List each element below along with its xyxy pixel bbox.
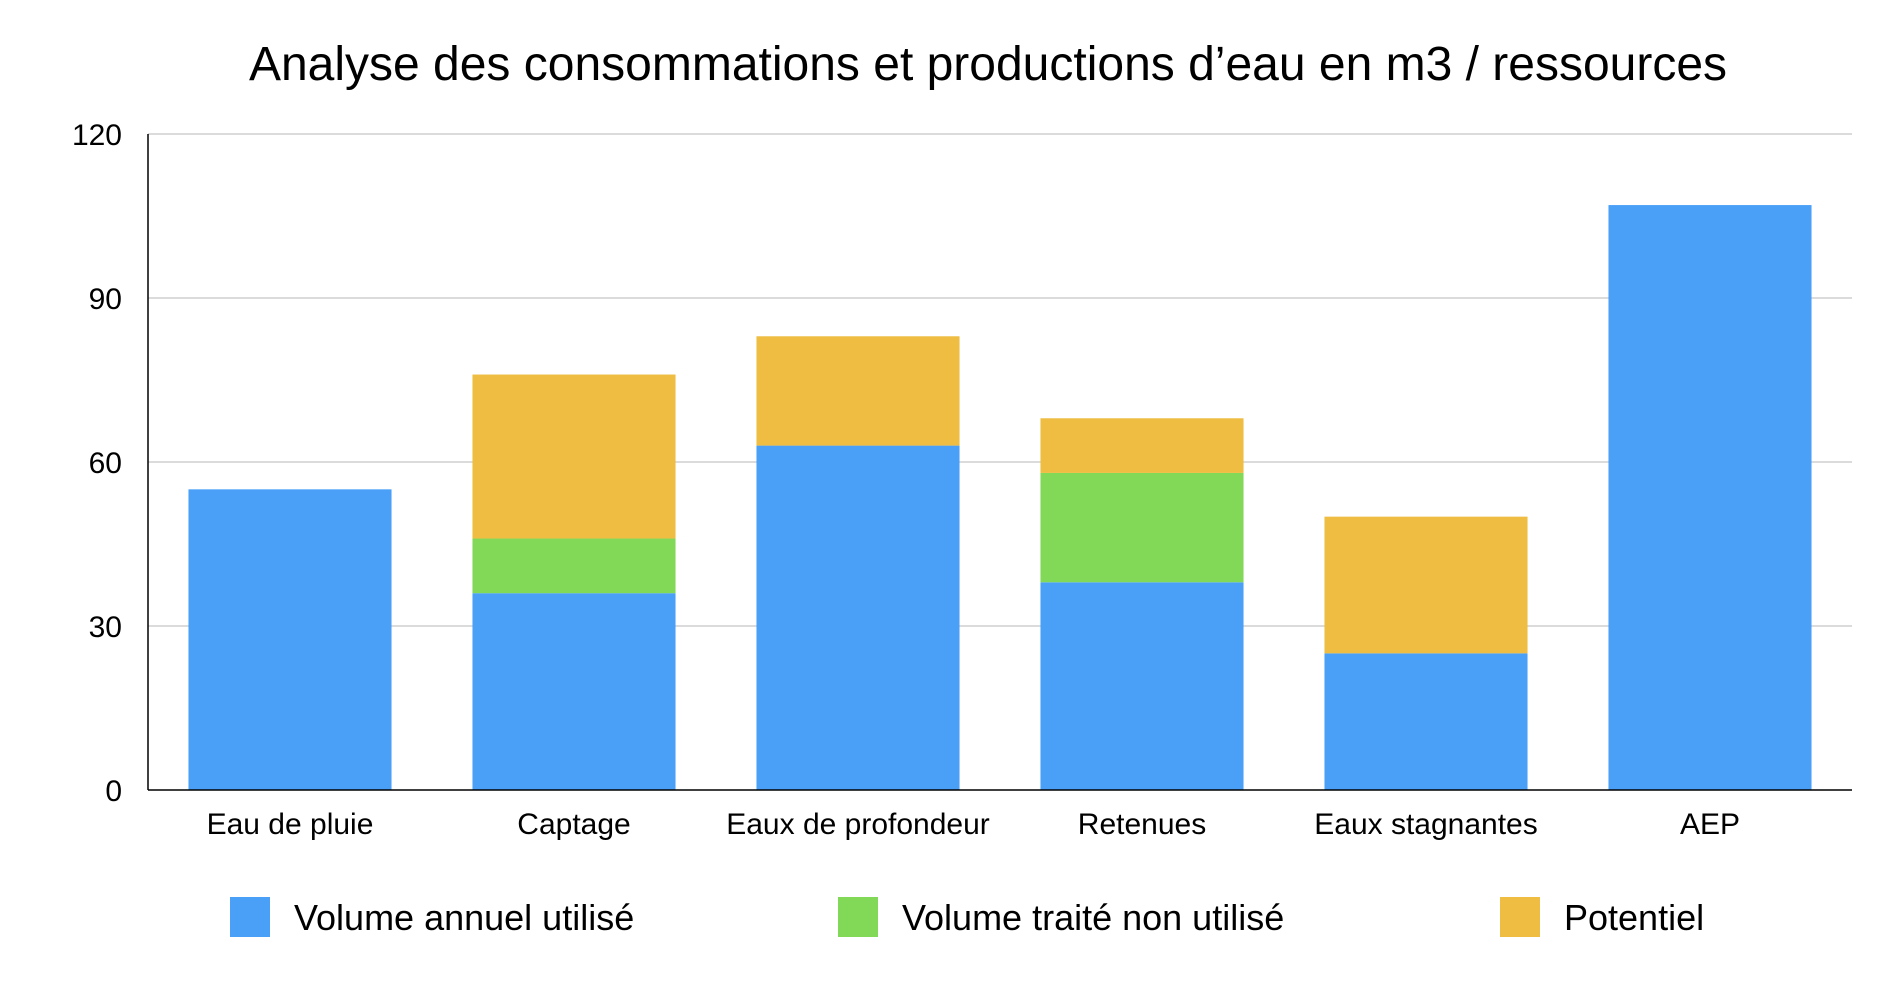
y-tick-label: 0 (105, 775, 122, 808)
bar-segment (472, 593, 676, 790)
x-axis-categories: Eau de pluie Captage Eaux de profondeur Ret… (207, 808, 1740, 841)
bar-segment (1608, 205, 1812, 791)
x-category-label: Eau de pluie (207, 808, 374, 841)
bar-segment (1040, 418, 1244, 473)
y-tick-label: 120 (72, 119, 122, 152)
legend-swatch (1500, 897, 1540, 937)
legend-label: Volume annuel utilisé (294, 897, 634, 938)
bar-segment (472, 374, 676, 539)
bar-segment (756, 336, 960, 446)
x-category-label: Captage (517, 808, 630, 841)
y-axis-ticks: 0 30 60 90 120 (72, 119, 122, 808)
chart-title: Analyse des consommations et productions… (249, 38, 1727, 91)
legend-label: Volume traité non utilisé (902, 897, 1284, 938)
y-tick-label: 30 (89, 611, 122, 644)
x-category-label: Eaux de profondeur (726, 808, 990, 841)
legend-swatch (230, 897, 270, 937)
legend-swatch (838, 897, 878, 937)
bar-segment (1324, 653, 1528, 790)
x-category-label: Retenues (1078, 808, 1206, 841)
bar-segment (188, 489, 392, 790)
bar-segment (1040, 582, 1244, 790)
y-tick-label: 60 (89, 447, 122, 480)
bar-segment (1040, 472, 1244, 583)
bars (188, 205, 1812, 791)
bar-segment (472, 538, 676, 594)
y-tick-label: 90 (89, 283, 122, 316)
legend-label: Potentiel (1564, 897, 1704, 938)
legend: Volume annuel utilisé Volume traité non u… (230, 897, 1704, 938)
x-category-label: Eaux stagnantes (1314, 808, 1538, 841)
x-category-label: AEP (1680, 808, 1740, 841)
bar-segment (1324, 516, 1528, 654)
bar-segment (756, 445, 960, 790)
gridlines (148, 133, 1852, 627)
